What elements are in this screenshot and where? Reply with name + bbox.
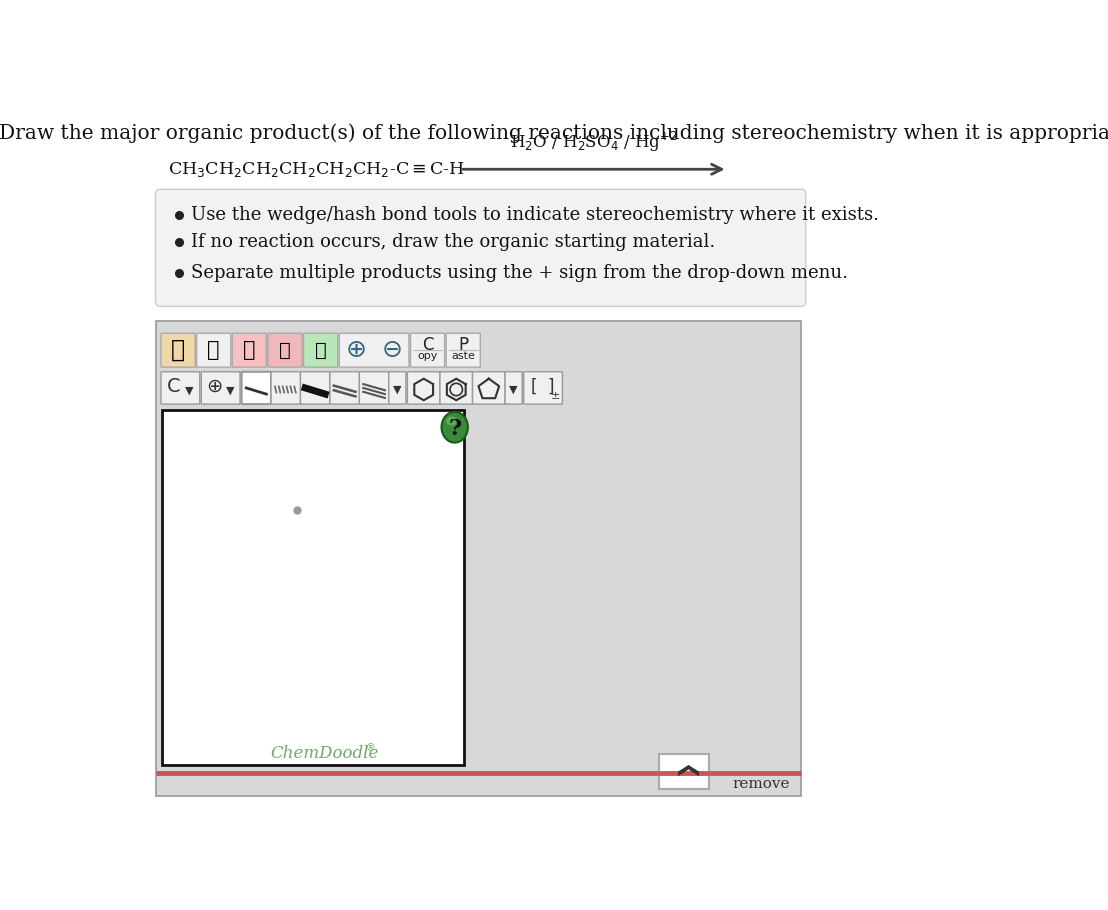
Text: H$_2$O / H$_2$SO$_4$ / Hg$^{+2}$: H$_2$O / H$_2$SO$_4$ / Hg$^{+2}$ — [510, 130, 678, 154]
Text: ?: ? — [448, 418, 461, 440]
Text: ⊕: ⊕ — [346, 339, 367, 362]
Text: [  ]: [ ] — [532, 378, 555, 396]
FancyBboxPatch shape — [447, 333, 480, 367]
Text: ⊕: ⊕ — [206, 377, 223, 396]
Text: ▼: ▼ — [185, 386, 194, 396]
Text: 🧴: 🧴 — [207, 340, 219, 360]
Text: ®: ® — [366, 743, 376, 753]
FancyBboxPatch shape — [271, 372, 300, 404]
Text: ▼: ▼ — [393, 385, 401, 394]
Text: 🌿: 🌿 — [315, 340, 327, 359]
FancyBboxPatch shape — [161, 372, 199, 404]
Text: ❮: ❮ — [674, 763, 695, 780]
Text: opy: opy — [418, 351, 438, 361]
Text: CH$_3$CH$_2$CH$_2$CH$_2$CH$_2$CH$_2$-C$\equiv$C-H: CH$_3$CH$_2$CH$_2$CH$_2$CH$_2$CH$_2$-C$\… — [168, 160, 465, 178]
Text: 🤚: 🤚 — [171, 339, 185, 362]
FancyBboxPatch shape — [339, 333, 409, 367]
Text: ⊖: ⊖ — [381, 339, 402, 362]
Text: ±: ± — [551, 390, 561, 400]
Text: Use the wedge/hash bond tools to indicate stereochemistry where it exists.: Use the wedge/hash bond tools to indicat… — [192, 206, 880, 224]
Text: 🩹: 🩹 — [243, 340, 256, 360]
Ellipse shape — [441, 412, 468, 442]
FancyBboxPatch shape — [155, 321, 801, 796]
FancyBboxPatch shape — [162, 410, 464, 765]
FancyBboxPatch shape — [202, 372, 240, 404]
FancyBboxPatch shape — [411, 333, 444, 367]
Ellipse shape — [447, 417, 456, 426]
FancyBboxPatch shape — [242, 372, 271, 404]
Text: P: P — [459, 336, 469, 354]
FancyBboxPatch shape — [330, 372, 359, 404]
Text: ▼: ▼ — [226, 386, 234, 396]
FancyBboxPatch shape — [440, 372, 472, 404]
Text: ChemDoodle: ChemDoodle — [270, 745, 379, 763]
FancyBboxPatch shape — [304, 333, 338, 367]
Text: Draw the major organic product(s) of the following reactions including stereoche: Draw the major organic product(s) of the… — [0, 123, 1108, 143]
Text: C: C — [167, 377, 181, 396]
Text: aste: aste — [451, 351, 475, 361]
FancyBboxPatch shape — [155, 189, 806, 307]
Text: 🦩: 🦩 — [279, 340, 290, 359]
Text: Separate multiple products using the + sign from the drop-down menu.: Separate multiple products using the + s… — [192, 264, 849, 282]
Text: C: C — [422, 336, 433, 354]
FancyBboxPatch shape — [196, 333, 230, 367]
FancyBboxPatch shape — [659, 753, 709, 789]
Text: ▼: ▼ — [510, 385, 517, 394]
FancyBboxPatch shape — [408, 372, 440, 404]
Text: remove: remove — [732, 777, 790, 792]
FancyBboxPatch shape — [389, 372, 406, 404]
FancyBboxPatch shape — [233, 333, 266, 367]
FancyBboxPatch shape — [268, 333, 302, 367]
FancyBboxPatch shape — [472, 372, 505, 404]
FancyBboxPatch shape — [524, 372, 563, 404]
Text: If no reaction occurs, draw the organic starting material.: If no reaction occurs, draw the organic … — [192, 233, 716, 251]
FancyBboxPatch shape — [161, 333, 195, 367]
FancyBboxPatch shape — [505, 372, 522, 404]
FancyBboxPatch shape — [300, 372, 330, 404]
FancyBboxPatch shape — [359, 372, 389, 404]
